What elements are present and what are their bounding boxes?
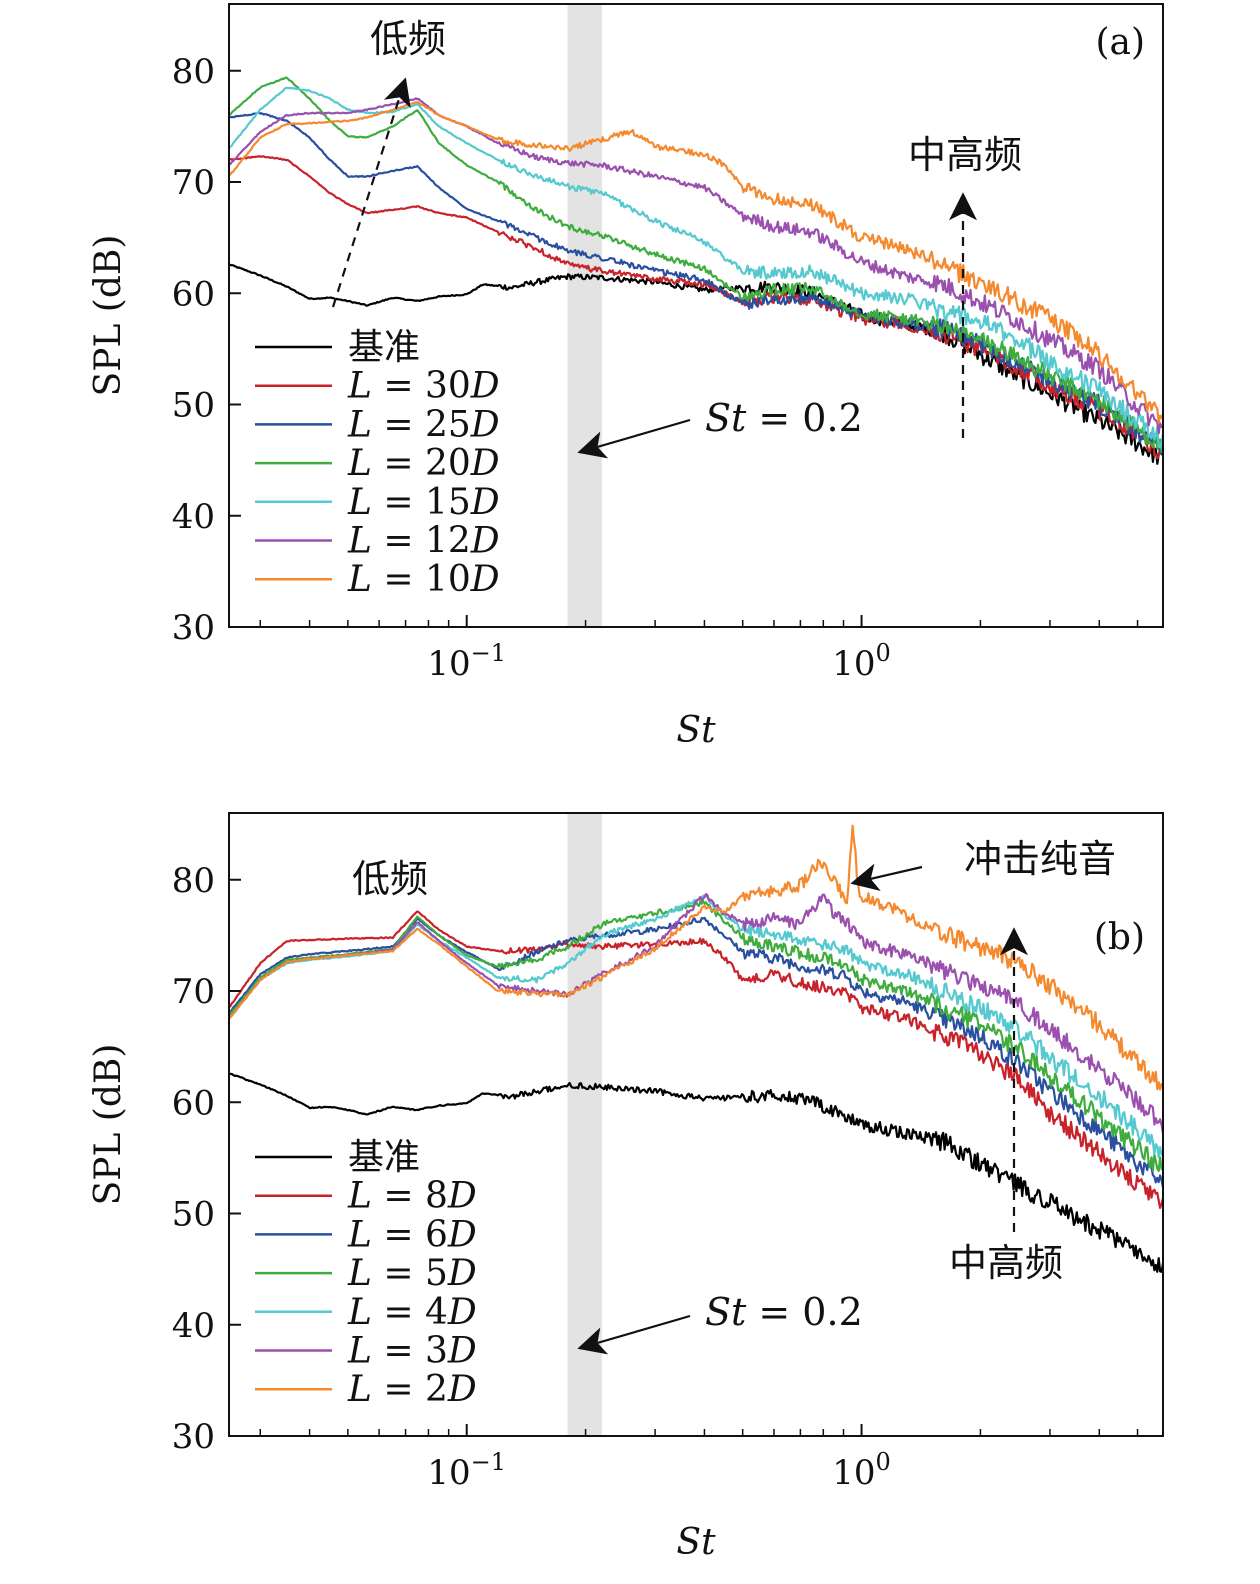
annotation-text: St = 0.2 <box>705 1290 863 1334</box>
series-line-6 <box>229 824 1163 1091</box>
y-tick-label: 50 <box>172 386 215 426</box>
panel-a: 30 40 50 60 70 80 10−1 100 St SPL (dB) (a) 基准L = 30… <box>88 3 1164 751</box>
annotation-arrow <box>331 77 411 308</box>
panel-b: 30 40 50 60 70 80 10−1 100 St SPL (dB) (b) 基准L = 8D… <box>88 812 1164 1563</box>
series-line-2 <box>229 916 1163 1188</box>
y-tick-label: 40 <box>172 1306 215 1346</box>
annotation-text: 低频 <box>370 17 446 61</box>
panel-label: (b) <box>1094 917 1145 958</box>
legend-label: 基准 <box>348 1137 420 1178</box>
legend-label: L = 20D <box>347 443 500 484</box>
shaded-band <box>567 4 602 627</box>
y-tick-label: 70 <box>172 163 215 203</box>
series-group <box>229 824 1163 1273</box>
legend-label: L = 10D <box>347 559 500 600</box>
y-tick-label: 70 <box>172 972 215 1012</box>
series-line-3 <box>229 899 1163 1172</box>
annotation-text: 冲击纯音 <box>964 837 1116 881</box>
annotation-arrow <box>577 418 691 459</box>
x-axis-title: St <box>676 1522 716 1563</box>
y-tick-label: 80 <box>172 52 215 92</box>
series-line-3 <box>229 76 1163 453</box>
annotation-arrow <box>577 1314 691 1355</box>
annotation-text: 低频 <box>352 857 428 901</box>
annotation-text: 中高频 <box>949 1241 1063 1285</box>
series-line-6 <box>229 101 1163 424</box>
legend: 基准L = 8DL = 6DL = 5DL = 4DL = 3DL = 2D <box>255 1137 477 1410</box>
legend-label: L = 30D <box>347 366 500 407</box>
series-line-4 <box>229 894 1163 1159</box>
y-tick-label: 40 <box>172 497 215 537</box>
x-tick-label: 100 <box>832 1448 891 1493</box>
x-axis-title: St <box>676 710 716 751</box>
legend-label: L = 8D <box>347 1176 477 1217</box>
legend-label: L = 25D <box>347 404 500 445</box>
plot-frame <box>228 3 1164 628</box>
x-tick-label: 100 <box>832 639 891 684</box>
legend-label: L = 4D <box>347 1292 477 1333</box>
y-tick-label: 50 <box>172 1195 215 1235</box>
y-tick-label: 60 <box>172 1083 215 1123</box>
y-tick-label: 30 <box>172 608 215 648</box>
x-tick-label: 10−1 <box>427 639 506 684</box>
y-tick-label: 30 <box>172 1417 215 1457</box>
legend-label: 基准 <box>348 327 420 368</box>
legend-label: L = 15D <box>347 482 500 523</box>
annotation-arrow <box>850 863 923 891</box>
plot-frame <box>228 812 1164 1437</box>
y-tick-label: 60 <box>172 274 215 314</box>
y-axis-title: SPL (dB) <box>88 1044 129 1206</box>
legend-label: L = 5D <box>347 1253 477 1294</box>
annotation-text: 中高频 <box>908 133 1022 177</box>
legend-label: L = 6D <box>347 1214 477 1255</box>
y-tick-label: 80 <box>172 861 215 901</box>
x-tick-label: 10−1 <box>427 1448 506 1493</box>
legend-label: L = 2D <box>347 1369 477 1410</box>
legend-label: L = 12D <box>347 521 500 562</box>
series-line-0 <box>229 1072 1163 1273</box>
series-line-0 <box>229 263 1163 465</box>
series-line-2 <box>229 111 1163 455</box>
panel-label: (a) <box>1095 22 1145 63</box>
annotation-text: St = 0.2 <box>705 396 863 440</box>
legend-label: L = 3D <box>347 1331 477 1372</box>
y-axis-title: SPL (dB) <box>88 235 129 397</box>
